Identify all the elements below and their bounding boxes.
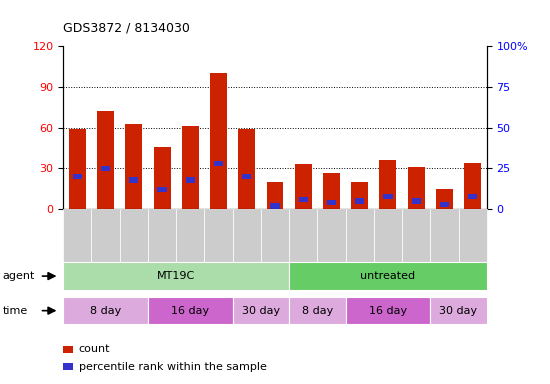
Text: percentile rank within the sample: percentile rank within the sample	[79, 362, 267, 372]
Bar	[267, 182, 283, 209]
Bar	[379, 161, 397, 209]
Text: 16 day: 16 day	[171, 306, 210, 316]
Bar	[440, 202, 449, 207]
Bar	[73, 174, 82, 179]
Bar	[210, 73, 227, 209]
Text: time: time	[3, 306, 28, 316]
Text: 30 day: 30 day	[242, 306, 280, 316]
Bar	[186, 177, 195, 183]
Bar	[101, 166, 110, 171]
Bar	[129, 177, 139, 183]
Text: agent: agent	[3, 271, 35, 281]
Text: 8 day: 8 day	[90, 306, 121, 316]
Bar	[351, 182, 368, 209]
Bar	[327, 200, 336, 205]
Bar	[153, 147, 170, 209]
Bar	[383, 194, 393, 199]
Bar	[97, 111, 114, 209]
Bar	[69, 129, 86, 209]
Bar	[468, 194, 477, 199]
Bar	[238, 129, 255, 209]
Bar	[242, 174, 251, 179]
Text: count: count	[79, 344, 110, 354]
Text: MT19C: MT19C	[157, 271, 195, 281]
Text: GDS3872 / 8134030: GDS3872 / 8134030	[63, 22, 190, 35]
Bar	[323, 172, 340, 209]
Bar	[125, 124, 142, 209]
Text: 30 day: 30 day	[439, 306, 477, 316]
Bar	[295, 164, 312, 209]
Bar	[271, 203, 279, 209]
Bar	[436, 189, 453, 209]
Text: 8 day: 8 day	[302, 306, 333, 316]
Bar	[299, 197, 308, 202]
Bar	[464, 163, 481, 209]
Bar	[182, 126, 199, 209]
Bar	[157, 187, 167, 192]
Bar	[355, 199, 364, 204]
Text: untreated: untreated	[360, 271, 415, 281]
Bar	[411, 199, 421, 204]
Text: 16 day: 16 day	[369, 306, 407, 316]
Bar	[214, 161, 223, 166]
Bar	[408, 167, 425, 209]
